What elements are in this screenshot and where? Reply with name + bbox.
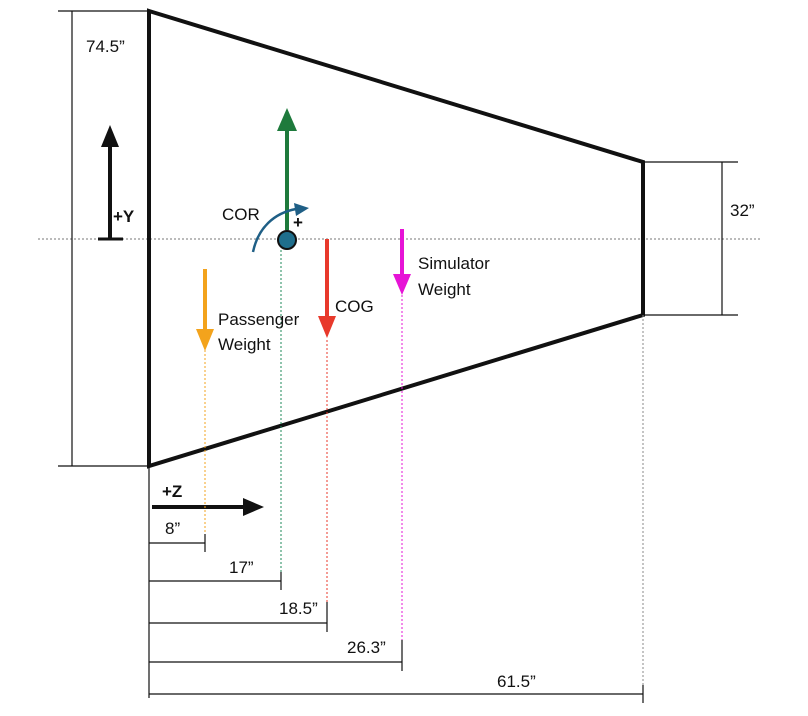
passenger-weight-arrow — [196, 269, 214, 351]
height-label-right: 32” — [730, 201, 755, 220]
dim-label-simulator: 26.3” — [347, 638, 386, 657]
dim-label-cor: 17” — [229, 558, 254, 577]
simulator-weight-label-line1: Simulator — [418, 254, 490, 273]
dim-label-passenger: 8” — [165, 519, 180, 538]
cor-vertical-arrow — [277, 108, 297, 230]
z-axis-arrow — [152, 498, 264, 516]
passenger-weight-label-line2: Weight — [218, 335, 271, 354]
passenger-weight-label-line1: Passenger — [218, 310, 300, 329]
cog-arrow — [318, 239, 336, 338]
z-axis-label: +Z — [162, 482, 182, 501]
dim-label-cog: 18.5” — [279, 599, 318, 618]
cor-plus-sign: + — [293, 213, 303, 232]
dim-label-total: 61.5” — [497, 672, 536, 691]
cor-label: COR — [222, 205, 260, 224]
z-dimension-lines — [148, 466, 644, 703]
height-label-left: 74.5” — [86, 37, 125, 56]
cor-rotation-arrow — [251, 203, 309, 253]
simulator-weight-arrow — [393, 229, 411, 295]
cog-label: COG — [335, 297, 374, 316]
cor-point — [277, 230, 297, 250]
height-dimension-left — [58, 10, 149, 467]
y-axis-arrow — [98, 125, 123, 241]
height-dimension-right — [643, 161, 738, 316]
y-axis-label: +Y — [113, 207, 135, 226]
simulator-weight-label-line2: Weight — [418, 280, 471, 299]
